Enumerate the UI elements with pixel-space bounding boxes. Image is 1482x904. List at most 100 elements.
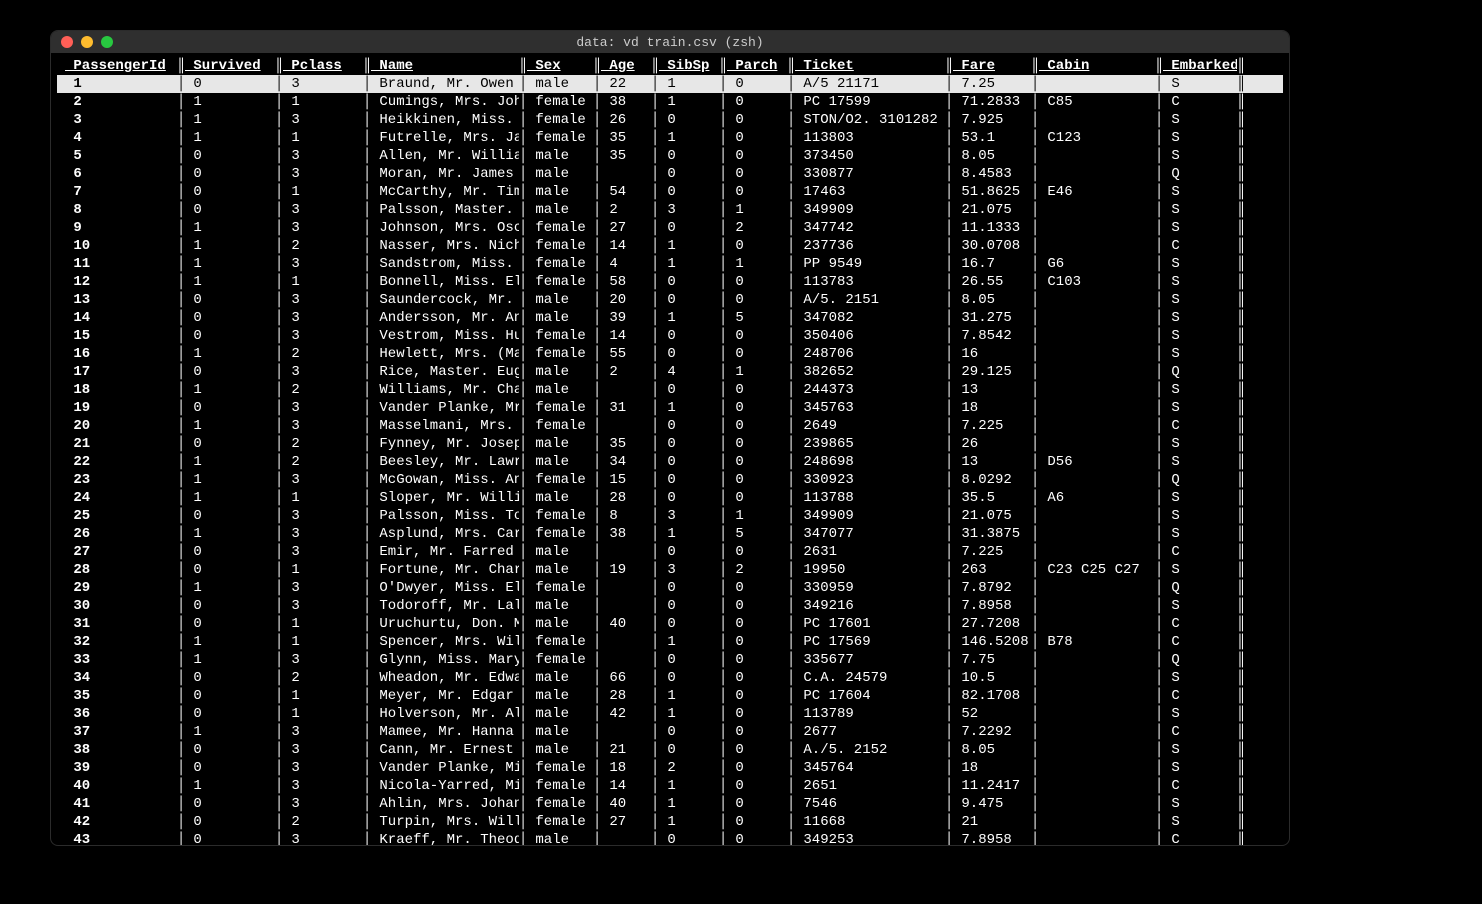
cell: 1 bbox=[659, 687, 719, 705]
table-row[interactable]: 29│ 1│ 3│ O'Dwyer, Miss. Ell…│ female│ │… bbox=[57, 579, 1283, 597]
cell: female bbox=[527, 507, 593, 525]
column-separator: │ bbox=[363, 633, 371, 651]
table-row[interactable]: 4│ 1│ 1│ Futrelle, Mrs. Jac…│ female│ 35… bbox=[57, 129, 1283, 147]
column-separator: │ bbox=[1031, 129, 1039, 147]
column-separator: │ bbox=[787, 561, 795, 579]
column-header[interactable]: Fare bbox=[953, 57, 1031, 75]
column-separator: │ bbox=[363, 489, 371, 507]
column-header[interactable]: Age bbox=[601, 57, 651, 75]
terminal-body[interactable]: PassengerId║ Survived║ Pclass║ Name║ Sex… bbox=[51, 53, 1289, 846]
table-row[interactable]: 22│ 1│ 2│ Beesley, Mr. Lawre…│ male│ 34│… bbox=[57, 453, 1283, 471]
table-row[interactable]: 14│ 0│ 3│ Andersson, Mr. And…│ male│ 39│… bbox=[57, 309, 1283, 327]
column-header[interactable]: Parch bbox=[727, 57, 787, 75]
column-separator: │ bbox=[275, 273, 283, 291]
column-separator: │ bbox=[719, 309, 727, 327]
table-row[interactable]: 32│ 1│ 1│ Spencer, Mrs. Will…│ female│ │… bbox=[57, 633, 1283, 651]
table-row[interactable]: 36│ 0│ 1│ Holverson, Mr. Ale…│ male│ 42│… bbox=[57, 705, 1283, 723]
column-separator: │ bbox=[945, 777, 953, 795]
cell: 0 bbox=[185, 813, 275, 831]
column-header[interactable]: Cabin bbox=[1039, 57, 1155, 75]
table-row[interactable]: 41│ 0│ 3│ Ahlin, Mrs. Johan …│ female│ 4… bbox=[57, 795, 1283, 813]
table-row[interactable]: 25│ 0│ 3│ Palsson, Miss. Tor…│ female│ 8… bbox=[57, 507, 1283, 525]
cell: 0 bbox=[185, 201, 275, 219]
column-separator: │ bbox=[1155, 363, 1163, 381]
column-header[interactable]: Survived bbox=[185, 57, 275, 75]
column-separator: │ bbox=[651, 795, 659, 813]
column-header[interactable]: PassengerId bbox=[65, 57, 177, 75]
column-separator: │ bbox=[177, 633, 185, 651]
table-row[interactable]: 27│ 0│ 3│ Emir, Mr. Farred C…│ male│ │ 0… bbox=[57, 543, 1283, 561]
table-row[interactable]: 1│ 0│ 3│ Braund, Mr. Owen H…│ male│ 22│ … bbox=[57, 75, 1283, 93]
cell bbox=[1039, 651, 1155, 669]
column-header[interactable]: Name bbox=[371, 57, 519, 75]
column-separator: ║ bbox=[1237, 57, 1245, 75]
column-separator: │ bbox=[519, 687, 527, 705]
table-row[interactable]: 5│ 0│ 3│ Allen, Mr. William…│ male│ 35│ … bbox=[57, 147, 1283, 165]
table-row[interactable]: 16│ 1│ 2│ Hewlett, Mrs. (Mar…│ female│ 5… bbox=[57, 345, 1283, 363]
cell: 1 bbox=[659, 777, 719, 795]
cell: 0 bbox=[185, 669, 275, 687]
table-row[interactable]: 23│ 1│ 3│ McGowan, Miss. Ann…│ female│ 1… bbox=[57, 471, 1283, 489]
table-row[interactable]: 33│ 1│ 3│ Glynn, Miss. Mary …│ female│ │… bbox=[57, 651, 1283, 669]
column-separator: ║ bbox=[177, 57, 185, 75]
table-row[interactable]: 43│ 0│ 3│ Kraeff, Mr. Theodor│ male│ │ 0… bbox=[57, 831, 1283, 846]
table-row[interactable]: 26│ 1│ 3│ Asplund, Mrs. Carl…│ female│ 3… bbox=[57, 525, 1283, 543]
table-row[interactable]: 13│ 0│ 3│ Saundercock, Mr. W…│ male│ 20│… bbox=[57, 291, 1283, 309]
table-row[interactable]: 15│ 0│ 3│ Vestrom, Miss. Hul…│ female│ 1… bbox=[57, 327, 1283, 345]
zoom-icon[interactable] bbox=[101, 36, 113, 48]
table-row[interactable]: 17│ 0│ 3│ Rice, Master. Euge…│ male│ 2│ … bbox=[57, 363, 1283, 381]
table-row[interactable]: 8│ 0│ 3│ Palsson, Master. G…│ male│ 2│ 3… bbox=[57, 201, 1283, 219]
table-row[interactable]: 2│ 1│ 1│ Cumings, Mrs. John…│ female│ 38… bbox=[57, 93, 1283, 111]
column-header[interactable]: Pclass bbox=[283, 57, 363, 75]
table-row[interactable]: 37│ 1│ 3│ Mamee, Mr. Hanna│ male│ │ 0│ 0… bbox=[57, 723, 1283, 741]
table-row[interactable]: 40│ 1│ 3│ Nicola-Yarred, Mis…│ female│ 1… bbox=[57, 777, 1283, 795]
column-separator: ║ bbox=[275, 57, 283, 75]
table-row[interactable]: 12│ 1│ 1│ Bonnell, Miss. Eli…│ female│ 5… bbox=[57, 273, 1283, 291]
cell: 0 bbox=[727, 831, 787, 846]
cell: 29.125 bbox=[953, 363, 1031, 381]
column-header[interactable]: Embarked bbox=[1163, 57, 1237, 75]
minimize-icon[interactable] bbox=[81, 36, 93, 48]
table-row[interactable]: 19│ 0│ 3│ Vander Planke, Mrs…│ female│ 3… bbox=[57, 399, 1283, 417]
table-row[interactable]: 21│ 0│ 2│ Fynney, Mr. Joseph…│ male│ 35│… bbox=[57, 435, 1283, 453]
table-row[interactable]: 10│ 1│ 2│ Nasser, Mrs. Nicho…│ female│ 1… bbox=[57, 237, 1283, 255]
table-row[interactable]: 34│ 0│ 2│ Wheadon, Mr. Edwar…│ male│ 66│… bbox=[57, 669, 1283, 687]
table-row[interactable]: 6│ 0│ 3│ Moran, Mr. James│ male│ │ 0│ 0│… bbox=[57, 165, 1283, 183]
cell bbox=[1039, 345, 1155, 363]
cell bbox=[1039, 381, 1155, 399]
cell: female bbox=[527, 813, 593, 831]
column-separator: ║ bbox=[1237, 615, 1245, 633]
column-separator: ║ bbox=[1237, 543, 1245, 561]
table-row[interactable]: 30│ 0│ 3│ Todoroff, Mr. Lalio│ male│ │ 0… bbox=[57, 597, 1283, 615]
table-row[interactable]: 11│ 1│ 3│ Sandstrom, Miss. M…│ female│ 4… bbox=[57, 255, 1283, 273]
table-row[interactable]: 28│ 0│ 1│ Fortune, Mr. Charl…│ male│ 19│… bbox=[57, 561, 1283, 579]
table-row[interactable]: 7│ 0│ 1│ McCarthy, Mr. Timo…│ male│ 54│ … bbox=[57, 183, 1283, 201]
column-separator: │ bbox=[1031, 345, 1039, 363]
cell: 54 bbox=[601, 183, 651, 201]
cell: Saundercock, Mr. W… bbox=[371, 291, 519, 309]
table-row[interactable]: 35│ 0│ 1│ Meyer, Mr. Edgar J…│ male│ 28│… bbox=[57, 687, 1283, 705]
column-header[interactable]: SibSp bbox=[659, 57, 719, 75]
column-separator: │ bbox=[651, 201, 659, 219]
cell bbox=[1039, 669, 1155, 687]
cell: S bbox=[1163, 669, 1237, 687]
table-row[interactable]: 24│ 1│ 1│ Sloper, Mr. Willia…│ male│ 28│… bbox=[57, 489, 1283, 507]
cell: Johnson, Mrs. Osca… bbox=[371, 219, 519, 237]
table-row[interactable]: 38│ 0│ 3│ Cann, Mr. Ernest C…│ male│ 21│… bbox=[57, 741, 1283, 759]
column-header[interactable]: Ticket bbox=[795, 57, 945, 75]
table-row[interactable]: 18│ 1│ 2│ Williams, Mr. Char…│ male│ │ 0… bbox=[57, 381, 1283, 399]
table-row[interactable]: 31│ 0│ 1│ Uruchurtu, Don. Ma…│ male│ 40│… bbox=[57, 615, 1283, 633]
cell: 7.225 bbox=[953, 417, 1031, 435]
cell: 71.2833 bbox=[953, 93, 1031, 111]
table-row[interactable]: 39│ 0│ 3│ Vander Planke, Mis…│ female│ 1… bbox=[57, 759, 1283, 777]
cell bbox=[601, 417, 651, 435]
cell: 0 bbox=[659, 741, 719, 759]
close-icon[interactable] bbox=[61, 36, 73, 48]
column-separator: ║ bbox=[651, 57, 659, 75]
table-row[interactable]: 9│ 1│ 3│ Johnson, Mrs. Osca…│ female│ 27… bbox=[57, 219, 1283, 237]
table-row[interactable]: 3│ 1│ 3│ Heikkinen, Miss. L…│ female│ 26… bbox=[57, 111, 1283, 129]
table-row[interactable]: 42│ 0│ 2│ Turpin, Mrs. Willi…│ female│ 2… bbox=[57, 813, 1283, 831]
column-separator: │ bbox=[275, 147, 283, 165]
column-header[interactable]: Sex bbox=[527, 57, 593, 75]
table-row[interactable]: 20│ 1│ 3│ Masselmani, Mrs. F…│ female│ │… bbox=[57, 417, 1283, 435]
